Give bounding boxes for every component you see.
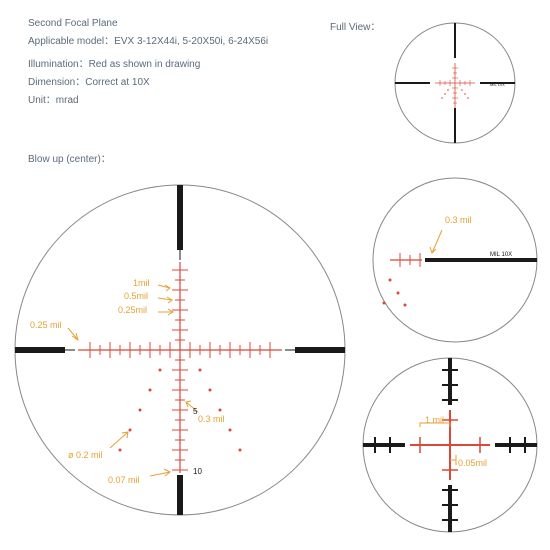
lbl-quartermil: 0.25mil xyxy=(118,305,147,315)
lbl-1mil-b: 1 mil xyxy=(425,415,444,425)
blowup-label: Blow up (center)： xyxy=(28,150,111,165)
fullview-label: Full View： xyxy=(330,18,380,33)
lbl-halfmil: 0.5mil xyxy=(124,291,148,301)
main-blowup: 5 10 xyxy=(10,180,350,520)
lbl-dia: ø 0.2 mil xyxy=(68,450,103,460)
detail-top: MIL 10X xyxy=(370,175,540,345)
lbl-p3mil: 0.3 mil xyxy=(198,414,225,424)
lbl-1mil: 1mil xyxy=(133,278,150,288)
svg-text:MIL 10X: MIL 10X xyxy=(490,252,512,258)
detail-bottom xyxy=(360,355,540,535)
applicable-line: Applicable model：EVX 3-12X44i, 5-20X50i,… xyxy=(28,32,268,47)
title-line: Second Focal Plane xyxy=(28,18,268,29)
dimension-line: Dimension：Correct at 10X xyxy=(28,73,268,88)
unit-line: Unit：mrad xyxy=(28,91,268,106)
fullview-diagram: MIL 10X xyxy=(390,18,520,148)
illumination-line: Illumination：Red as shown in drawing xyxy=(28,55,268,70)
lbl-quartermil2: 0.25 mil xyxy=(30,320,62,330)
lbl-p07mil: 0.07 mil xyxy=(108,475,140,485)
num-10: 10 xyxy=(193,467,202,476)
lbl-p3mil-top: 0.3 mil xyxy=(445,215,472,225)
svg-text:MIL 10X: MIL 10X xyxy=(490,82,505,87)
lbl-p05mil: 0.05mil xyxy=(458,458,487,468)
spec-header: Second Focal Plane Applicable model：EVX … xyxy=(28,18,268,109)
